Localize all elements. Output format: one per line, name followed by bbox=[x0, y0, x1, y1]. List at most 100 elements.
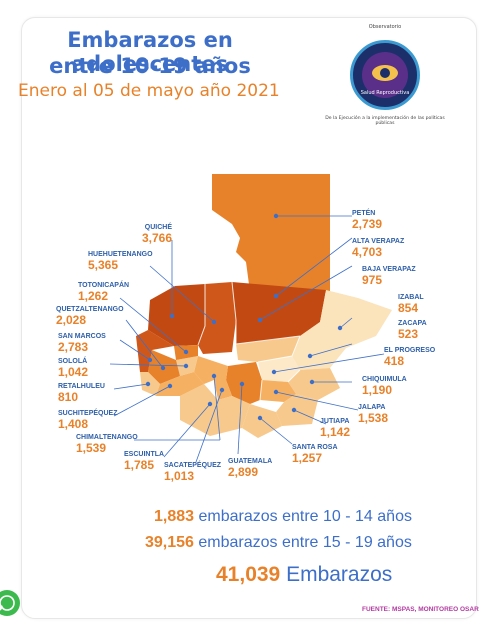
dept-value: 1,257 bbox=[292, 451, 323, 465]
label-solola: SOLOLÁ 1,042 bbox=[58, 358, 88, 378]
summary-15-19: 39,156 embarazos entre 15 - 19 años bbox=[145, 534, 412, 552]
dept-value: 418 bbox=[384, 354, 405, 368]
dept-name: ZACAPA bbox=[398, 320, 427, 327]
label-san-marcos: SAN MARCOS 2,783 bbox=[58, 333, 106, 353]
dept-name: EL PROGRESO bbox=[384, 347, 436, 354]
dept-name: SACATEPÉQUEZ bbox=[164, 462, 222, 469]
dept-value: 810 bbox=[58, 390, 79, 404]
dept-value: 2,783 bbox=[58, 340, 89, 354]
label-peten: PETÉN 2,739 bbox=[352, 210, 382, 230]
map-region-chimaltenango bbox=[194, 356, 228, 384]
label-chiquimula: CHIQUIMULA 1,190 bbox=[362, 376, 407, 396]
label-jutiapa: JUTIAPA 1,142 bbox=[320, 418, 350, 438]
map-region-alta-verapaz bbox=[232, 282, 326, 344]
map-region-el-progreso bbox=[258, 356, 300, 382]
label-chimaltenango: CHIMALTENANGO 1,539 bbox=[76, 434, 138, 454]
summary-15-19-value: 39,156 bbox=[145, 534, 194, 551]
dept-name: QUETZALTENANGO bbox=[56, 306, 124, 313]
dept-name: CHIQUIMULA bbox=[362, 376, 407, 383]
dept-value: 4,703 bbox=[352, 245, 383, 259]
summary-10-14-value: 1,883 bbox=[154, 508, 195, 525]
map-region-guatemala bbox=[226, 362, 262, 404]
dept-name: GUATEMALA bbox=[228, 458, 273, 465]
dept-name: ALTA VERAPAZ bbox=[352, 238, 405, 245]
label-alta-verapaz: ALTA VERAPAZ 4,703 bbox=[352, 238, 404, 258]
summary-15-19-text: embarazos entre 15 - 19 años bbox=[198, 534, 412, 551]
dept-name: BAJA VERAPAZ bbox=[362, 266, 416, 273]
label-zacapa: ZACAPA 523 bbox=[398, 320, 427, 340]
map-region-zacapa bbox=[292, 336, 346, 370]
map-region-quiche bbox=[198, 282, 236, 354]
title-line-1: Embarazos en adolescentes bbox=[67, 28, 233, 76]
map-region-jalapa bbox=[260, 380, 296, 402]
dept-value: 1,539 bbox=[76, 441, 107, 455]
dept-name: HUEHUETENANGO bbox=[88, 251, 153, 258]
dept-value: 5,365 bbox=[88, 258, 119, 272]
dept-value: 3,766 bbox=[141, 231, 172, 245]
logo-center-text: Salud Reproductiva bbox=[360, 90, 410, 96]
map-region-santa-rosa bbox=[242, 404, 282, 438]
dept-value: 854 bbox=[398, 301, 419, 315]
source-note: FUENTE: MSPAS, MONITOREO OSAR bbox=[362, 606, 479, 613]
dept-value: 1,785 bbox=[124, 458, 155, 472]
map-region-jutiapa bbox=[276, 394, 318, 426]
dept-value: 1,538 bbox=[358, 411, 389, 425]
dept-value: 1,408 bbox=[58, 417, 89, 431]
label-jalapa: JALAPA 1,538 bbox=[358, 404, 388, 424]
dept-name: PETÉN bbox=[352, 210, 376, 217]
label-huehuetenango: HUEHUETENANGO 5,365 bbox=[88, 251, 153, 271]
map-region-san-marcos bbox=[136, 330, 174, 372]
dept-name: JALAPA bbox=[358, 404, 386, 411]
map-region-huehuetenango bbox=[148, 284, 205, 346]
map-borders bbox=[197, 281, 301, 401]
osar-logo: Salud Reproductiva bbox=[342, 32, 428, 118]
dept-value: 975 bbox=[362, 273, 383, 287]
label-sacatepequez: SACATEPÉQUEZ 1,013 bbox=[164, 462, 221, 482]
dept-name: JUTIAPA bbox=[320, 418, 350, 425]
map-region-chiquimula bbox=[288, 368, 340, 400]
summary-10-14: 1,883 embarazos entre 10 - 14 años bbox=[154, 508, 412, 526]
map-region-suchitepequez bbox=[156, 372, 204, 396]
label-guatemala: GUATEMALA 2,899 bbox=[228, 458, 272, 478]
summary-total-text: Embarazos bbox=[286, 563, 393, 586]
logo-bottom-text: De la Ejecución a la implementación de l… bbox=[325, 116, 445, 126]
map-region-peten bbox=[212, 174, 330, 292]
summary-10-14-text: embarazos entre 10 - 14 años bbox=[198, 508, 412, 525]
dept-value: 1,190 bbox=[362, 383, 393, 397]
label-izabal: IZABAL 854 bbox=[398, 294, 424, 314]
dept-name: QUICHÉ bbox=[144, 224, 172, 231]
summary-total-value: 41,039 bbox=[216, 563, 281, 586]
label-totonicapan: TOTONICAPÁN 1,262 bbox=[78, 282, 129, 302]
dept-name: RETALHULEU bbox=[58, 383, 105, 390]
dept-value: 2,899 bbox=[228, 465, 259, 479]
dept-name: SUCHITEPÉQUEZ bbox=[58, 410, 118, 417]
logo-top-text: Observatorio bbox=[368, 24, 402, 30]
dept-value: 1,142 bbox=[320, 425, 351, 439]
dept-name: CHIMALTENANGO bbox=[76, 434, 138, 441]
dept-value: 2,028 bbox=[56, 313, 87, 327]
dept-name: ESCUINTLA bbox=[124, 451, 165, 458]
label-santa-rosa: SANTA ROSA 1,257 bbox=[292, 444, 338, 464]
dept-name: IZABAL bbox=[398, 294, 424, 301]
dept-value: 1,013 bbox=[164, 469, 195, 483]
dept-name: TOTONICAPÁN bbox=[78, 282, 130, 289]
leader-lines bbox=[109, 213, 385, 463]
dept-value: 1,262 bbox=[78, 289, 109, 303]
dept-value: 1,042 bbox=[58, 365, 89, 379]
eye-pupil-icon bbox=[380, 68, 390, 78]
summary-total: 41,039 Embarazos bbox=[216, 563, 392, 587]
label-suchitepequez: SUCHITEPÉQUEZ 1,408 bbox=[58, 410, 118, 430]
dept-value: 523 bbox=[398, 327, 419, 341]
label-baja-verapaz: BAJA VERAPAZ 975 bbox=[362, 266, 416, 286]
date-range-subtitle: Enero al 05 de mayo año 2021 bbox=[18, 81, 280, 101]
title-line-2: entre 10-19 años bbox=[49, 54, 251, 78]
dept-name: SANTA ROSA bbox=[292, 444, 338, 451]
dept-name: SOLOLÁ bbox=[58, 358, 88, 365]
label-el-progreso: EL PROGRESO 418 bbox=[384, 347, 435, 367]
label-quiche: QUICHÉ 3,766 bbox=[128, 224, 172, 244]
dept-value: 2,739 bbox=[352, 217, 383, 231]
dept-name: SAN MARCOS bbox=[58, 333, 106, 340]
whatsapp-icon[interactable] bbox=[0, 590, 20, 616]
map-region-izabal bbox=[300, 290, 392, 348]
